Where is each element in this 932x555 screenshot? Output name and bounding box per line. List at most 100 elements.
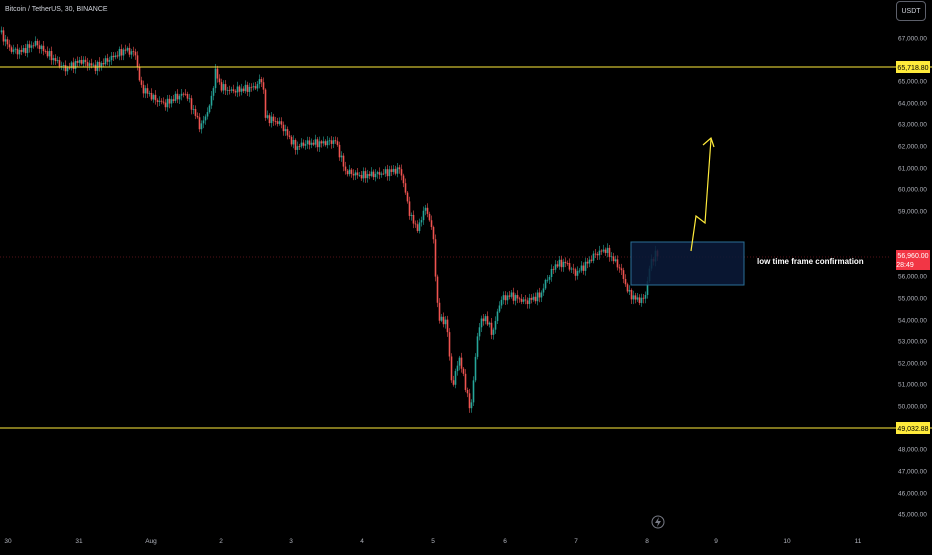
candle-body (66, 67, 69, 72)
candle-body (638, 297, 641, 303)
candle-body (630, 290, 633, 300)
candle-body (450, 356, 453, 381)
candle-body (528, 297, 531, 304)
price-tick-label: 56,000.00 (898, 274, 927, 281)
price-tick-label: 63,000.00 (898, 122, 927, 129)
candle-body (586, 261, 589, 264)
confirmation-zone-box[interactable] (630, 241, 745, 286)
candle-body (576, 271, 579, 276)
candle-body (546, 279, 549, 281)
candle-body (548, 277, 551, 280)
candle-body (200, 123, 203, 130)
candle-body (486, 316, 489, 325)
candle-body (622, 270, 625, 279)
candle-body (24, 48, 27, 54)
candle-body (316, 139, 319, 148)
support-price-tag: 49,032.88 (896, 422, 930, 434)
candle-body (510, 292, 513, 297)
candle-body (560, 259, 563, 268)
candle-body (376, 172, 379, 174)
candle-body (122, 49, 125, 56)
candle-body (556, 264, 559, 267)
candle-body (396, 167, 399, 174)
candle-body (460, 357, 463, 369)
candle-body (170, 99, 173, 104)
time-axis[interactable]: 30 31 Aug 2 3 4 5 6 7 8 9 10 11 (4, 538, 861, 545)
candle-body (534, 296, 537, 302)
candle-body (64, 65, 67, 72)
candle-body (300, 142, 303, 147)
candle-body (60, 65, 63, 67)
candle-body (570, 268, 573, 270)
candle-body (240, 88, 243, 92)
price-axis[interactable]: 67,000.00 65,000.00 64,000.00 63,000.00 62,0… (898, 36, 927, 519)
candle-body (254, 86, 257, 89)
candle-body (100, 62, 103, 67)
candle-body (202, 120, 205, 124)
price-tick-label: 64,000.00 (898, 101, 927, 108)
candle-body (226, 90, 229, 91)
candle-body (18, 49, 21, 55)
lightning-icon[interactable] (651, 515, 665, 529)
resistance-price-label: 65,718.80 (897, 65, 928, 72)
currency-button[interactable]: USDT (896, 1, 926, 21)
candle-body (106, 58, 109, 62)
candle-body (600, 250, 603, 252)
candle-body (46, 51, 49, 57)
candle-body (184, 93, 187, 95)
candle-body (432, 227, 435, 240)
candle-body (26, 44, 29, 54)
candle-body (204, 116, 207, 121)
candle-body (430, 220, 433, 228)
candle-countdown-label: 28:49 (896, 262, 914, 269)
candle-body (234, 91, 237, 93)
price-tick-label: 62,000.00 (898, 144, 927, 151)
candle-body (598, 250, 601, 256)
candle-body (392, 168, 395, 172)
candle-body (500, 299, 503, 306)
candle-body (134, 51, 137, 56)
candle-body (52, 58, 55, 61)
candle-body (28, 44, 31, 48)
symbol-legend[interactable]: Bitcoin / TetherUS, 30, BINANCE (5, 6, 108, 13)
candle-body (248, 86, 251, 92)
price-tick-label: 65,000.00 (898, 79, 927, 86)
candle-body (320, 141, 323, 144)
candle-body (224, 84, 227, 91)
time-tick-label: 6 (503, 538, 507, 545)
price-tick-label: 67,000.00 (898, 36, 927, 43)
candle-body (636, 297, 639, 300)
annotation-text[interactable]: low time frame confirmation (757, 257, 864, 266)
candle-body (494, 321, 497, 330)
candle-body (208, 105, 211, 113)
candle-body (32, 45, 35, 47)
candle-body (644, 294, 647, 299)
time-tick-label: 10 (783, 538, 791, 545)
candle-body (428, 213, 431, 221)
projection-arrow[interactable] (690, 138, 712, 252)
candle-body (468, 393, 471, 409)
candle-body (626, 284, 629, 292)
candle-body (356, 172, 359, 176)
candle-body (470, 402, 473, 409)
candle-body (228, 90, 231, 91)
candle-body (54, 58, 57, 62)
candle-body (462, 368, 465, 374)
candlesticks (0, 26, 659, 413)
candle-body (270, 116, 273, 124)
time-tick-label: 9 (714, 538, 718, 545)
candle-body (312, 142, 315, 145)
candle-body (326, 140, 329, 146)
time-tick-label: 11 (855, 538, 862, 545)
candle-body (94, 64, 97, 71)
candle-body (38, 45, 41, 49)
candle-body (178, 95, 181, 100)
candle-body (246, 84, 249, 92)
candle-body (422, 210, 425, 221)
candle-body (582, 265, 585, 271)
candle-body (518, 298, 521, 300)
candle-body (454, 371, 457, 385)
candle-body (68, 67, 71, 69)
